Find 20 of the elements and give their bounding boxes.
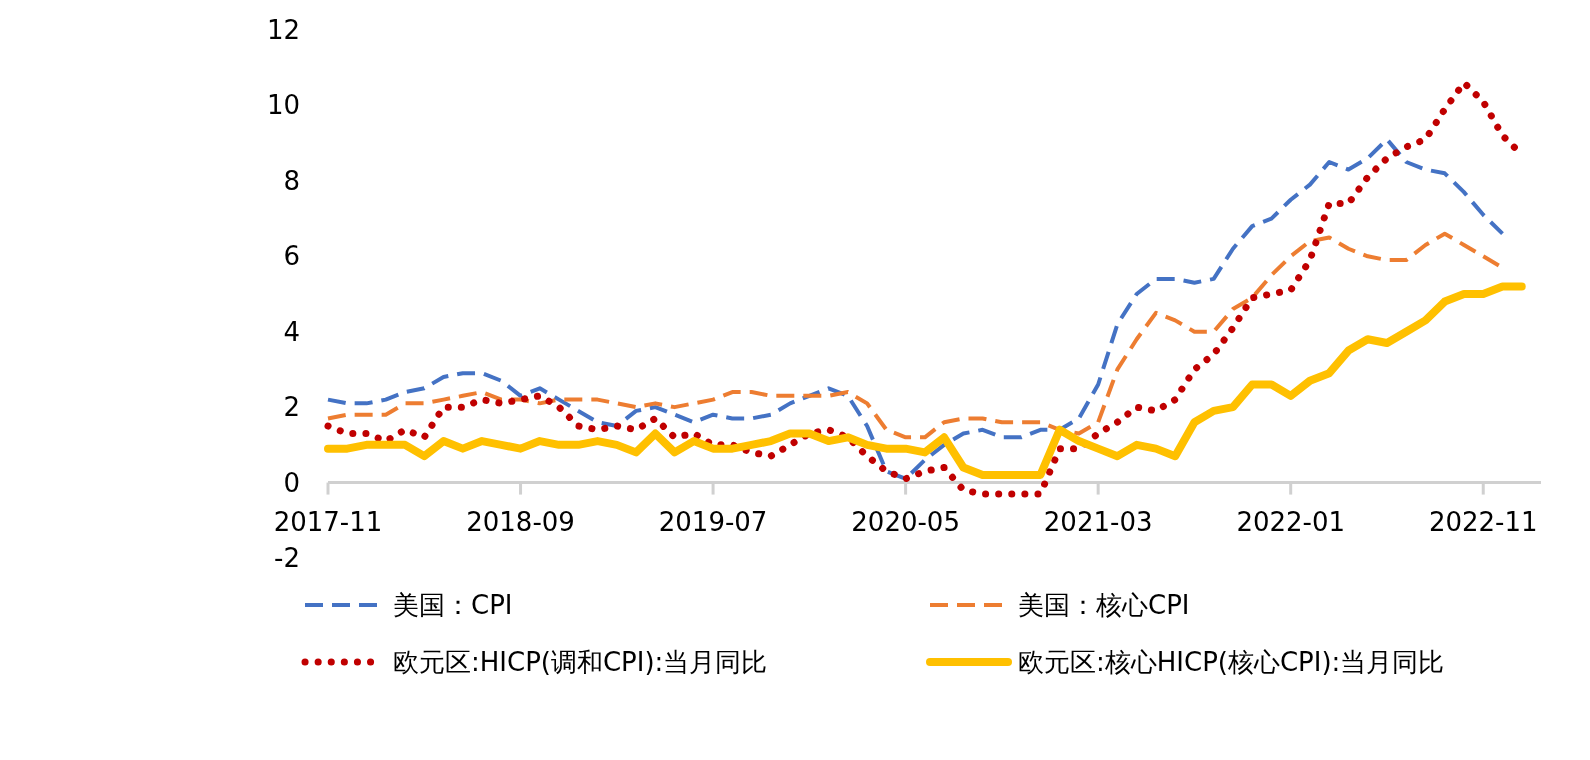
x-tick-label: 2022-11 xyxy=(1428,506,1538,537)
x-tick-label: 2022-01 xyxy=(1236,506,1346,537)
y-tick-label: 2 xyxy=(283,392,300,423)
x-tick-label: 2018-09 xyxy=(466,506,575,537)
y-tick-label: 8 xyxy=(283,165,300,196)
legend-label: 美国：核心CPI xyxy=(1018,590,1190,620)
y-tick-label: 4 xyxy=(283,316,300,347)
x-tick-label: 2017-11 xyxy=(273,506,383,537)
x-tick-label: 2021-03 xyxy=(1043,506,1153,537)
line-series xyxy=(326,137,1505,481)
x-tick-label: 2020-05 xyxy=(851,506,960,537)
y-tick-label: 10 xyxy=(266,90,300,121)
legend-label: 欧元区:HICP(调和CPI):当月同比 xyxy=(393,647,768,677)
y-tick-label: 0 xyxy=(283,467,300,498)
y-tick-label: -2 xyxy=(274,543,300,573)
legend-label: 欧元区:核心HICP(核心CPI):当月同比 xyxy=(1018,647,1445,677)
legend-label: 美国：CPI xyxy=(393,590,513,620)
y-tick-label: 6 xyxy=(283,241,300,272)
y-tick-label: 12 xyxy=(266,15,300,45)
x-tick-label: 2019-07 xyxy=(658,506,768,537)
